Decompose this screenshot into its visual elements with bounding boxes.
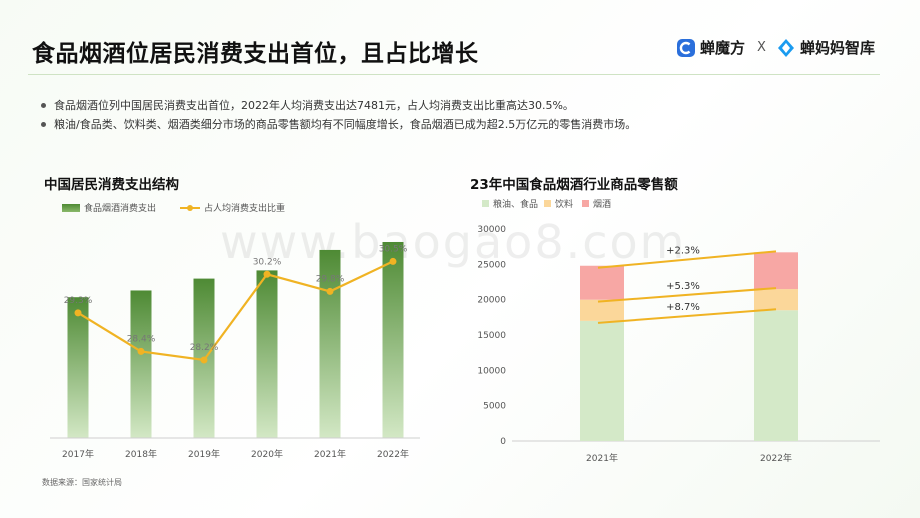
right-y-tick-2: 10000 [477,366,506,376]
legend-line-swatch [180,204,200,211]
legend-tobacco-swatch [582,200,589,207]
right-bar-1-seg-0 [754,310,798,441]
left-ratio-point-4 [326,287,334,295]
right-x-tick-1: 2022年 [760,452,792,464]
title-divider [28,74,880,75]
legend-beverage-swatch [544,200,551,207]
legend-grain-swatch [482,200,489,207]
left-bar-1 [130,290,152,438]
right-x-tick-0: 2021年 [586,452,618,464]
left-ratio-label-4: 29.8% [316,274,345,284]
left-x-tick-3: 2020年 [251,448,283,460]
logo-primary-text: 蝉魔方 [700,39,746,57]
right-y-tick-0: 0 [500,437,506,447]
chanmama-logo-icon [778,38,794,57]
right-y-tick-1: 5000 [483,402,506,412]
right-growth-label-1: +5.3% [666,281,700,292]
summary-bullets: 食品烟酒位列中国居民消费支出首位，2022年人均消费支出达7481元，占人均消费… [40,96,636,134]
left-x-tick-0: 2017年 [62,448,94,460]
legend-grain-label: 粮油、食品 [493,200,539,210]
legend-beverage-label: 饮料 [555,200,574,210]
right-chart-title: 23年中国食品烟酒行业商品零售额 [470,177,678,193]
left-ratio-line [77,260,394,362]
left-bar-3 [256,270,278,438]
legend-bar-swatch [62,203,80,212]
right-bar-0-seg-0 [580,320,624,441]
right-y-tick-4: 20000 [477,296,506,306]
legend-tobacco-label: 烟酒 [593,200,612,210]
left-ratio-point-2 [200,356,208,364]
left-x-tick-2: 2019年 [188,448,220,460]
legend-line-label: 占人均消费支出比重 [204,204,286,214]
right-bar-1-seg-1 [754,289,798,311]
chanmofang-logo-icon [677,38,695,57]
legend-bar-label: 食品烟酒消费支出 [84,204,157,214]
right-bar-0-seg-2 [580,265,624,300]
right-legend-grain: 粮油、食品 [482,197,538,210]
data-source: 数据来源：国家统计局 [42,478,122,487]
right-legend-beverage: 饮料 [544,197,573,210]
left-bar-2 [193,278,215,438]
right-growth-line-1 [597,287,777,303]
left-ratio-label-0: 29.3% [64,296,93,306]
page-title: 食品烟酒位居民消费支出首位，且占比增长 [32,41,479,67]
logo-separator: X [757,40,766,55]
bullet-2: 粮油/食品类、饮料类、烟酒类细分市场的商品零售额均有不同幅度增长，食品烟酒已成为… [40,115,636,134]
left-ratio-label-1: 28.4% [127,334,156,344]
left-bar-4 [319,249,341,438]
left-ratio-point-1 [137,347,145,355]
left-bar-0 [67,297,89,438]
watermark: www.baogao8.com [220,215,687,269]
left-x-tick-1: 2018年 [125,448,157,460]
left-bar-5 [382,242,404,438]
left-ratio-point-0 [74,309,82,317]
left-ratio-label-2: 28.2% [190,343,219,353]
left-legend-line: 占人均消费支出比重 [180,201,285,214]
right-bar-1-seg-2 [754,252,798,290]
left-x-tick-5: 2022年 [377,448,409,460]
left-x-tick-4: 2021年 [314,448,346,460]
left-legend-bar: 食品烟酒消费支出 [62,201,156,214]
left-chart-title: 中国居民消费支出结构 [44,177,179,193]
logo-chanmama: 蝉妈妈智库 [776,37,875,58]
logo-chanmofang: 蝉魔方 [676,37,745,58]
right-growth-line-2 [597,308,777,324]
right-y-tick-3: 15000 [477,331,506,341]
right-legend-tobacco: 烟酒 [582,197,611,210]
bullet-1: 食品烟酒位列中国居民消费支出首位，2022年人均消费支出达7481元，占人均消费… [40,96,636,115]
left-ratio-point-3 [263,270,271,278]
logo-secondary-text: 蝉妈妈智库 [800,39,876,57]
right-growth-label-2: +8.7% [666,302,700,313]
right-bar-0-seg-1 [580,299,624,321]
